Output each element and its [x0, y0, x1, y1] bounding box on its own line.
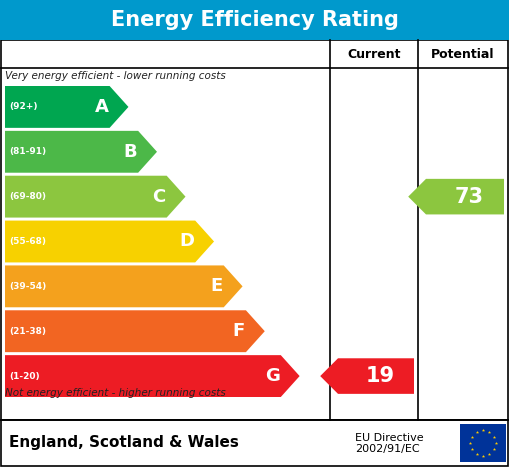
- Text: A: A: [95, 98, 108, 116]
- Polygon shape: [5, 131, 157, 173]
- Text: EU Directive: EU Directive: [355, 433, 423, 443]
- Polygon shape: [408, 179, 504, 214]
- Text: Potential: Potential: [431, 48, 495, 61]
- Polygon shape: [5, 265, 243, 307]
- Text: G: G: [265, 367, 280, 385]
- Text: 19: 19: [365, 366, 394, 386]
- Text: 2002/91/EC: 2002/91/EC: [355, 444, 419, 454]
- Text: B: B: [124, 143, 137, 161]
- Bar: [460, 424, 506, 462]
- Text: (21-38): (21-38): [9, 327, 46, 336]
- Polygon shape: [5, 86, 128, 128]
- Polygon shape: [320, 358, 414, 394]
- Text: Very energy efficient - lower running costs: Very energy efficient - lower running co…: [5, 71, 226, 81]
- Text: (69-80): (69-80): [9, 192, 46, 201]
- Polygon shape: [5, 355, 300, 397]
- Text: E: E: [211, 277, 223, 295]
- Text: Energy Efficiency Rating: Energy Efficiency Rating: [110, 10, 399, 30]
- Text: F: F: [233, 322, 245, 340]
- Bar: [0, 0, 509, 40]
- Text: England, Scotland & Wales: England, Scotland & Wales: [9, 436, 239, 451]
- Bar: [1, 420, 508, 466]
- Text: (1-20): (1-20): [9, 372, 40, 381]
- Polygon shape: [5, 310, 265, 352]
- Polygon shape: [5, 220, 214, 262]
- Text: (39-54): (39-54): [9, 282, 46, 291]
- Polygon shape: [5, 176, 185, 218]
- Text: (92+): (92+): [9, 102, 38, 112]
- Text: D: D: [179, 233, 194, 250]
- Text: Not energy efficient - higher running costs: Not energy efficient - higher running co…: [5, 388, 226, 398]
- Text: 73: 73: [455, 187, 484, 206]
- Text: (55-68): (55-68): [9, 237, 46, 246]
- Text: C: C: [152, 188, 165, 205]
- Text: Current: Current: [347, 48, 401, 61]
- Text: (81-91): (81-91): [9, 147, 46, 156]
- Bar: [1, 40, 508, 420]
